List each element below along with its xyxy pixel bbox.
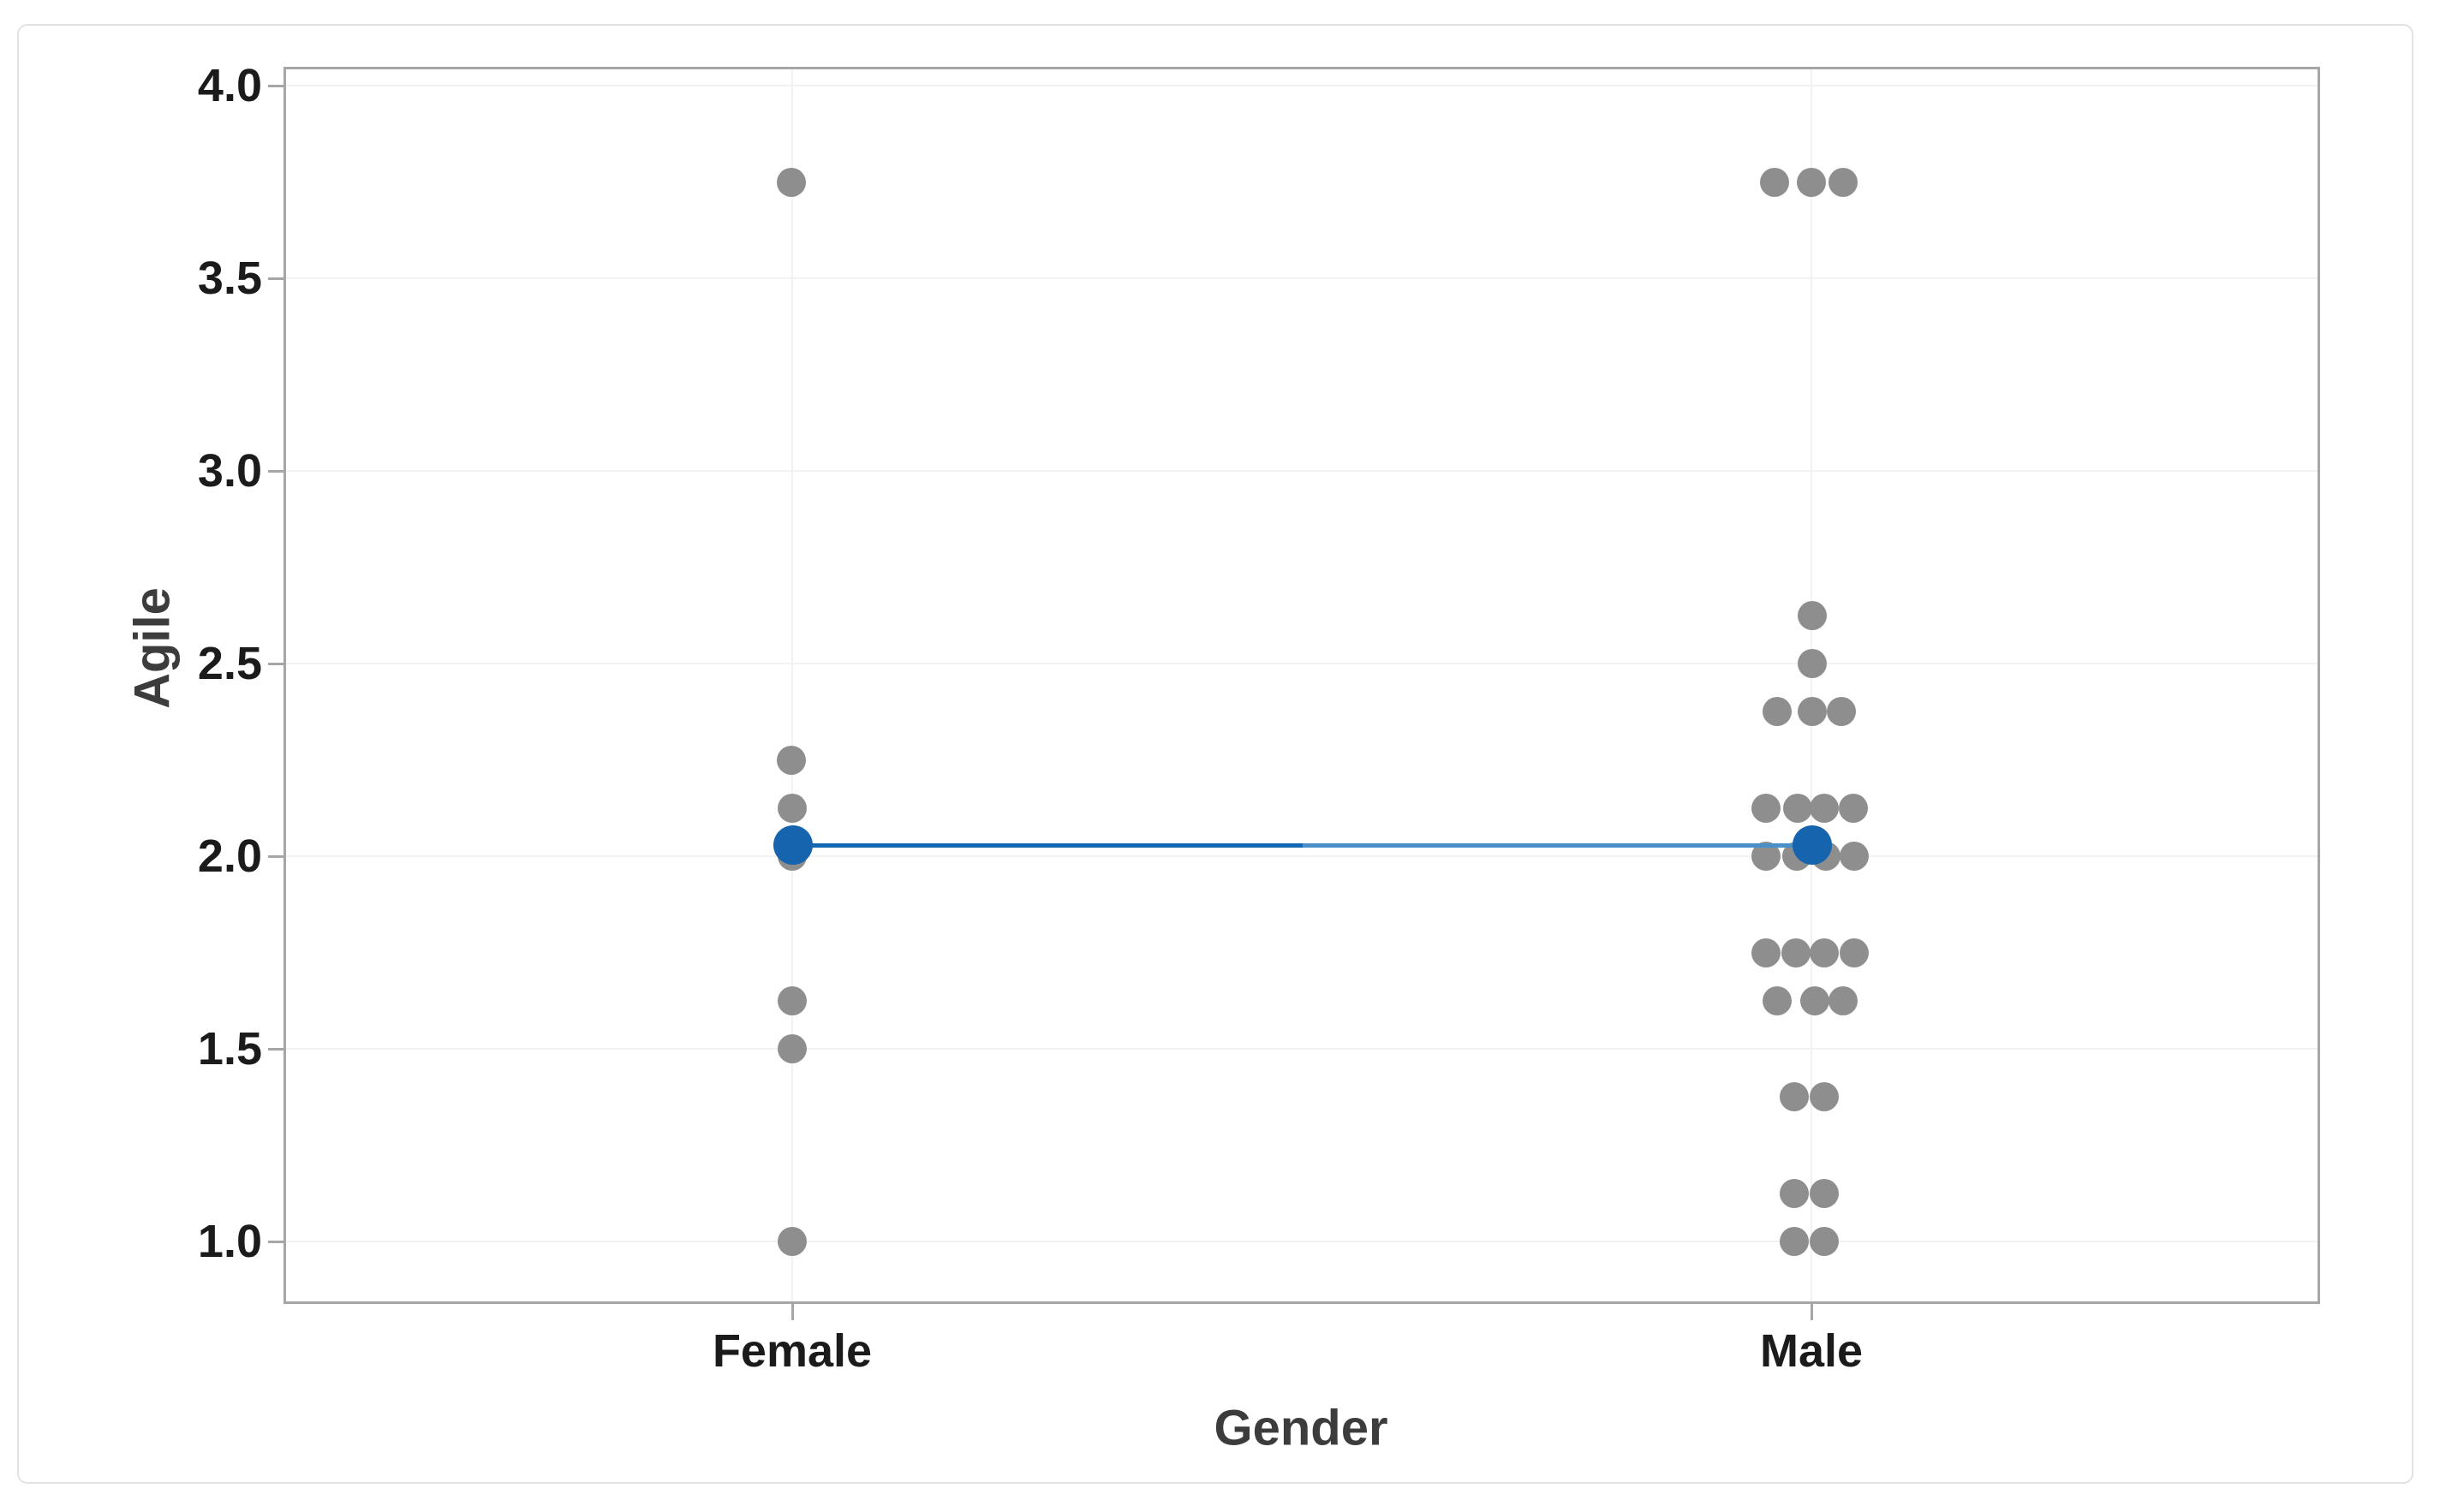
data-point — [1780, 1227, 1809, 1256]
y-gridline — [286, 470, 2318, 472]
data-point — [778, 793, 807, 823]
x-axis-title: Gender — [1214, 1400, 1388, 1456]
y-tick-label: 1.5 — [197, 1023, 262, 1074]
y-tick-label: 2.5 — [197, 638, 262, 689]
mean-marker — [1793, 824, 1832, 865]
data-point — [1798, 649, 1827, 678]
category-label-female: Female — [712, 1325, 873, 1377]
y-gridline — [286, 1048, 2318, 1050]
data-point — [1780, 1178, 1809, 1208]
x-tick-mark — [791, 1304, 794, 1320]
data-point — [777, 745, 806, 775]
y-tick-mark — [268, 663, 283, 665]
y-gridline — [286, 663, 2318, 664]
y-gridline — [286, 85, 2318, 86]
x-tick-mark — [1811, 1304, 1813, 1320]
data-point — [778, 1227, 807, 1256]
y-axis-title: Agile — [124, 587, 181, 709]
y-tick-label: 3.5 — [197, 253, 262, 304]
y-tick-label: 3.0 — [197, 445, 262, 497]
data-point — [1751, 938, 1781, 967]
data-point — [1760, 167, 1789, 197]
data-point — [1829, 985, 1858, 1015]
data-point — [1839, 793, 1868, 823]
data-point — [1827, 697, 1856, 727]
mean-marker — [773, 824, 813, 865]
data-point — [1810, 793, 1839, 823]
y-tick-mark — [268, 1048, 283, 1051]
data-point — [778, 985, 807, 1015]
data-point — [1810, 1082, 1839, 1112]
data-point — [1829, 167, 1858, 197]
data-point — [1780, 1082, 1809, 1112]
y-tick-label: 2.0 — [197, 830, 262, 882]
category-label-male: Male — [1759, 1325, 1864, 1377]
data-point — [1798, 697, 1827, 727]
data-point — [1800, 985, 1829, 1015]
data-point — [1840, 842, 1869, 871]
y-gridline — [286, 1241, 2318, 1242]
mean-connector-line — [793, 842, 1812, 848]
data-point — [778, 1034, 807, 1063]
data-point — [1810, 1227, 1839, 1256]
y-tick-mark — [268, 1241, 283, 1243]
individual-value-plot-panel: 4.0 3.5 3.0 2.5 2.0 1.5 1.0 Agile Gender Femal… — [17, 24, 2413, 1484]
data-point — [777, 167, 806, 197]
x-gridline — [1811, 69, 1812, 1301]
y-tick-mark — [268, 470, 283, 473]
plot-frame — [283, 67, 2320, 1304]
data-point — [1763, 985, 1792, 1015]
data-point — [1763, 697, 1792, 727]
y-tick-label: 4.0 — [197, 60, 262, 111]
data-point — [1810, 938, 1839, 967]
y-gridline — [286, 277, 2318, 279]
y-tick-mark — [268, 277, 283, 280]
data-point — [1783, 793, 1812, 823]
y-tick-mark — [268, 85, 283, 87]
data-point — [1781, 938, 1811, 967]
data-point — [1751, 793, 1781, 823]
data-point — [1810, 1178, 1839, 1208]
data-point — [1840, 938, 1869, 967]
y-gridline — [286, 855, 2318, 857]
y-tick-label: 1.0 — [197, 1216, 262, 1267]
data-point — [1798, 600, 1827, 630]
y-tick-mark — [268, 855, 283, 858]
x-gridline — [791, 69, 793, 1301]
data-point — [1797, 167, 1826, 197]
